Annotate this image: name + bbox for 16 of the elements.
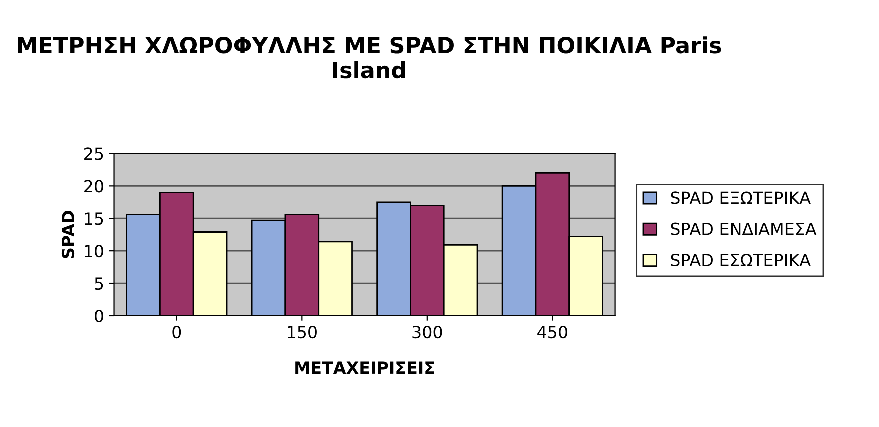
x-tick-label: 300 xyxy=(412,326,442,339)
y-tick-label: 0 xyxy=(95,310,104,323)
y-tick-label: 20 xyxy=(84,180,104,193)
y-tick-label: 15 xyxy=(85,212,104,226)
legend-label: SPAD ΕΝΔΙΑΜΕΣΑ xyxy=(671,222,817,236)
y-tick-label: 5 xyxy=(95,278,104,290)
x-tick-label: 150 xyxy=(288,326,317,339)
legend-label: SPAD ΕΣΩΤΕΡΙΚΑ xyxy=(671,254,811,267)
y-axis-title: SPAD xyxy=(62,211,75,258)
x-tick-label: 450 xyxy=(538,326,568,339)
chart-title: ΜΕΤΡΗΣΗ ΧΛΩΡΟΦΥΛΛΗΣ ΜΕ SPAD ΣΤΗΝ ΠΟΙΚΙΛΙΑ Paris Island xyxy=(18,36,722,79)
legend-label: SPAD ΕΞΩΤΕΡΙΚΑ xyxy=(671,192,811,204)
x-axis-title: ΜΕΤΑΧΕΙΡΙΣΕΙΣ xyxy=(296,362,434,374)
x-tick-label: 0 xyxy=(172,326,182,339)
y-tick-label: 10 xyxy=(85,245,104,258)
y-tick-label: 25 xyxy=(84,148,104,160)
